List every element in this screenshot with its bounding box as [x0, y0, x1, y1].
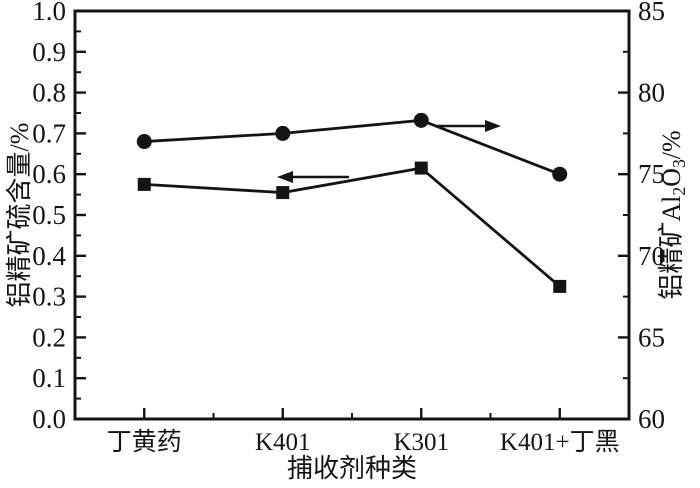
left-tick-label: 0.2	[32, 322, 66, 352]
right-tick-label: 85	[638, 0, 665, 26]
left-tick-label: 0.9	[32, 37, 66, 67]
data-point-circle	[413, 112, 429, 128]
left-tick-label: 0.0	[32, 404, 66, 434]
left-tick-label: 0.8	[32, 78, 66, 108]
data-point-circle	[136, 134, 152, 150]
left-tick-label: 0.1	[32, 363, 66, 393]
left-tick-label: 0.7	[32, 118, 66, 148]
data-point-square	[276, 186, 290, 200]
right-tick-label: 65	[638, 322, 665, 352]
left-tick-label: 0.6	[32, 159, 66, 189]
x-tick-label: K401+丁黑	[500, 429, 620, 456]
left-tick-label: 0.4	[32, 241, 66, 271]
data-point-circle	[275, 125, 291, 141]
right-tick-label: 75	[638, 159, 665, 189]
data-point-square	[553, 279, 567, 293]
plot-frame	[73, 9, 631, 421]
axis-indicator-arrow-head	[277, 171, 293, 183]
left-tick-label: 0.3	[32, 282, 66, 312]
data-point-circle	[552, 166, 568, 182]
x-tick-label: 丁黄药	[107, 428, 182, 456]
axis-indicator-arrow-head	[485, 120, 501, 132]
data-point-square	[414, 161, 428, 175]
right-tick-label: 60	[638, 404, 665, 434]
right-tick-label: 70	[638, 241, 665, 271]
right-tick-label: 80	[638, 78, 665, 108]
series-square-line	[144, 166, 561, 288]
x-tick-label: K401	[255, 429, 311, 456]
series-circle-line	[144, 118, 561, 176]
left-tick-label: 1.0	[32, 0, 66, 26]
left-tick-label: 0.5	[32, 200, 66, 230]
data-point-square	[137, 177, 151, 191]
x-tick-label: K301	[393, 429, 449, 456]
